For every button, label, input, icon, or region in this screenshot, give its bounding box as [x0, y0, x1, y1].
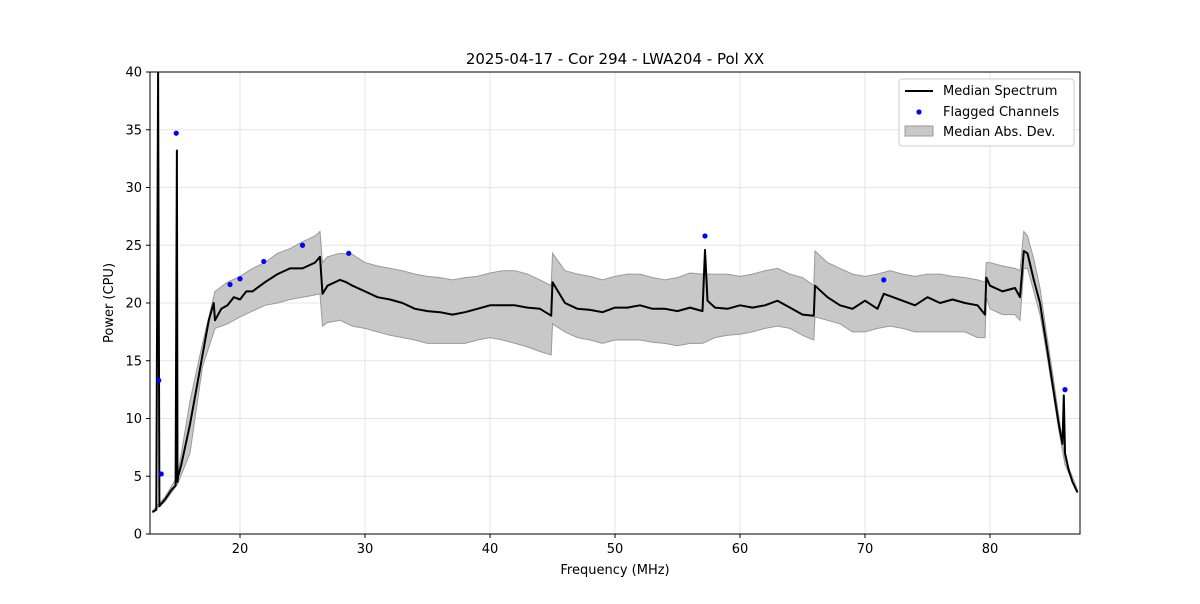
flagged-point — [261, 258, 267, 265]
x-tick-label: 80 — [982, 542, 999, 557]
y-tick-label: 20 — [125, 297, 142, 312]
flagged-point — [227, 281, 233, 288]
flagged-point — [346, 250, 352, 256]
legend-label-median: Median Spectrum — [943, 84, 1057, 99]
x-tick-label: 60 — [732, 542, 749, 557]
legend-label-flagged: Flagged Channels — [943, 105, 1059, 120]
chart-title: 2025-04-17 - Cor 294 - LWA204 - Pol XX — [466, 50, 764, 68]
y-tick-label: 10 — [125, 412, 142, 427]
x-axis-ticks: 20 30 40 50 60 70 80 — [232, 534, 999, 557]
y-tick-label: 5 — [134, 470, 142, 485]
flagged-point — [156, 377, 162, 383]
flagged-point — [1062, 387, 1068, 393]
y-tick-label: 15 — [125, 354, 142, 369]
y-axis-label: Power (CPU) — [102, 263, 117, 343]
median-line — [151, 72, 1079, 513]
y-tick-label: 35 — [125, 123, 142, 138]
flagged-point — [237, 276, 243, 282]
x-tick-label: 30 — [357, 542, 374, 557]
flagged-points — [156, 130, 1068, 477]
y-tick-label: 40 — [125, 66, 142, 81]
legend-swatch-mad — [904, 125, 934, 137]
y-tick-label: 25 — [125, 239, 142, 254]
legend-swatch-flagged — [916, 109, 922, 115]
y-tick-label: 30 — [125, 181, 142, 196]
median-spectrum-line — [151, 72, 1079, 513]
x-tick-label: 40 — [482, 542, 499, 557]
legend-box — [898, 78, 1075, 147]
x-tick-label: 70 — [857, 542, 874, 557]
legend: Median Spectrum Flagged Channels Median … — [898, 78, 1075, 147]
x-axis-label: Frequency (MHz) — [560, 563, 669, 578]
x-tick-label: 50 — [607, 542, 624, 557]
x-tick-label: 20 — [232, 542, 249, 557]
flagged-point — [299, 242, 306, 248]
flagged-point — [881, 277, 887, 283]
legend-label-mad: Median Abs. Dev. — [943, 125, 1055, 140]
y-axis-ticks: 0 5 10 15 20 25 30 35 40 — [125, 66, 150, 543]
y-tick-label: 0 — [134, 528, 142, 543]
flagged-point — [702, 233, 708, 239]
flagged-point — [158, 471, 164, 477]
flagged-point — [173, 130, 179, 136]
